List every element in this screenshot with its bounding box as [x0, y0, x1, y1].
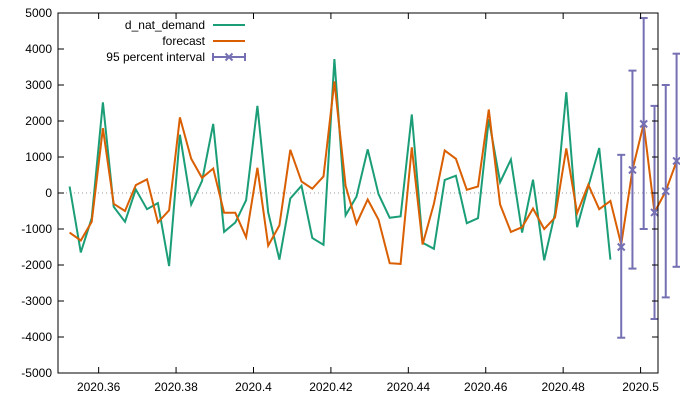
y-tick-label: 4000 [25, 42, 52, 56]
legend-label: forecast [162, 34, 205, 48]
interval-bar [617, 153, 626, 339]
y-tick-label: -1000 [21, 222, 52, 236]
interval-point-marker [628, 165, 637, 175]
x-tick-label: 2020.38 [154, 380, 198, 394]
interval-point-marker [639, 119, 648, 129]
interval-point-marker [661, 186, 670, 196]
y-tick-label: -3000 [21, 294, 52, 308]
y-tick-label: 0 [45, 186, 52, 200]
axes: 5000 4000 3000 2000 1000 0 -1000 -2000 -3000 -400… [21, 6, 659, 394]
y-tick-label: 1000 [25, 150, 52, 164]
x-tick-label: 2020.42 [309, 380, 353, 394]
x-tick-label: 2020.5 [622, 380, 659, 394]
plot-area [68, 17, 680, 339]
legend-label: d_nat_demand [125, 18, 205, 32]
y-tick-label: -4000 [21, 330, 52, 344]
x-tick-label: 2020.4 [235, 380, 272, 394]
interval-point-marker [650, 208, 659, 217]
legend-entry: d_nat_demand [125, 18, 245, 32]
legend: d_nat_demand forecast 95 percent interval [106, 18, 246, 64]
x-tick-label: 2020.48 [541, 380, 585, 394]
x-tick-label: 2020.44 [387, 380, 431, 394]
y-tick-label: 5000 [25, 6, 52, 20]
interval-bar [628, 69, 637, 270]
y-tick-label: -2000 [21, 258, 52, 272]
y-tick-label: 2000 [25, 114, 52, 128]
x-tick-label: 2020.46 [464, 380, 508, 394]
interval-bar [661, 84, 670, 299]
interval-point-marker [672, 156, 680, 166]
legend-entry: 95 percent interval [106, 50, 246, 64]
interval-bar [650, 104, 659, 320]
interval-point-marker [617, 242, 626, 252]
y-tick-label: -5000 [21, 366, 52, 380]
legend-label: 95 percent interval [106, 50, 205, 64]
y-tick-label: 3000 [25, 78, 52, 92]
interval-bar [639, 17, 648, 230]
legend-marker [224, 52, 234, 62]
series-line-forecast [69, 81, 678, 265]
x-tick-label: 2020.36 [77, 380, 121, 394]
series-line-d-nat-demand [68, 59, 612, 267]
interval-bar [672, 52, 680, 268]
legend-entry: forecast [162, 34, 245, 48]
